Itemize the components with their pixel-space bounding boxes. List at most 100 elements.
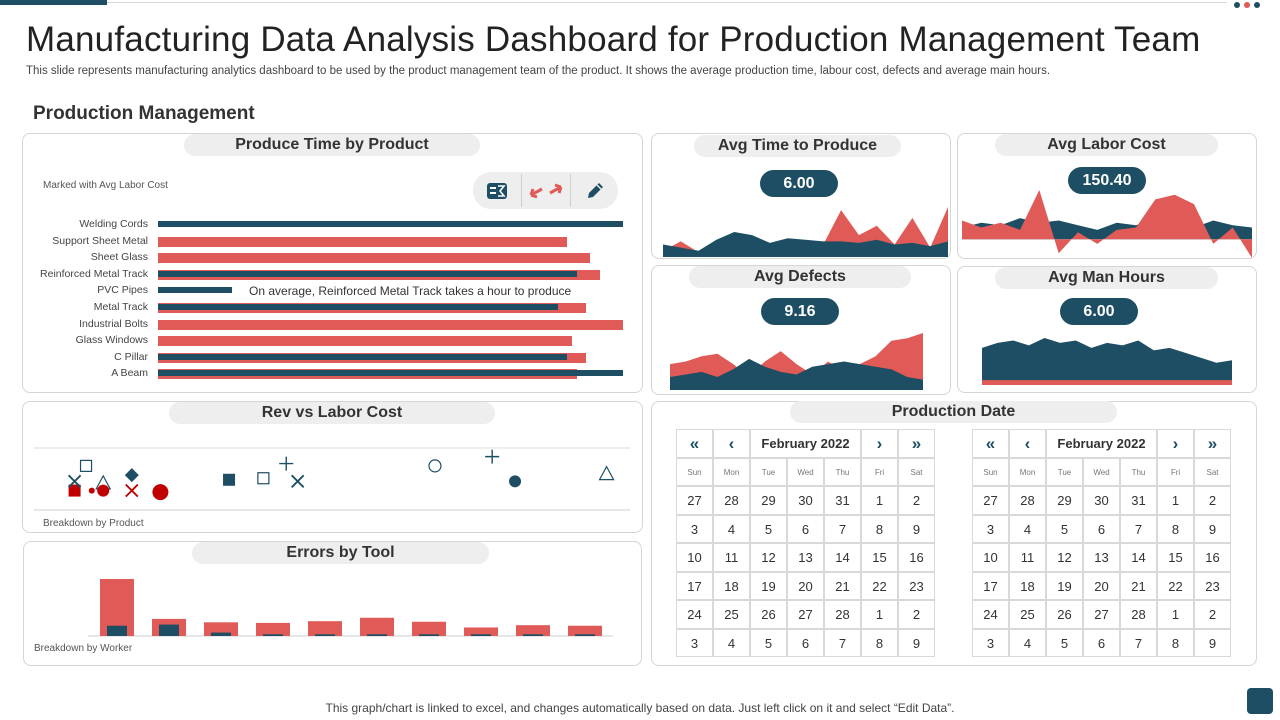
calendar-day[interactable]: 27 [787,600,824,629]
calendar-day[interactable]: 24 [972,600,1009,629]
calendar-day[interactable]: 27 [676,486,713,515]
calendar-day[interactable]: 6 [1083,628,1120,657]
calendar-day[interactable]: 2 [898,486,935,515]
calendar-day[interactable]: 3 [676,514,713,543]
calendar-day[interactable]: 4 [1009,514,1046,543]
calendar-day[interactable]: 27 [1083,600,1120,629]
calendar-day[interactable]: 8 [861,628,898,657]
calendar-day[interactable]: 8 [1157,514,1194,543]
calendar-day[interactable]: 5 [1046,514,1083,543]
last-month-button[interactable]: » [1194,429,1231,458]
calendar-day[interactable]: 23 [1194,571,1231,600]
next-month-button[interactable]: › [1157,429,1194,458]
calendar-day[interactable]: 20 [1083,571,1120,600]
calendar-day[interactable]: 31 [1120,486,1157,515]
first-month-button[interactable]: « [972,429,1009,458]
calendar-day[interactable]: 22 [861,571,898,600]
weekday-header: Thu [1120,457,1157,486]
calendar-day[interactable]: 15 [1157,543,1194,572]
calendar-day[interactable]: 18 [1009,571,1046,600]
calendar-day[interactable]: 15 [861,543,898,572]
calendar-day[interactable]: 2 [898,600,935,629]
calendar-day[interactable]: 9 [898,514,935,543]
calendar-day[interactable]: 1 [861,600,898,629]
calendar-day[interactable]: 30 [1083,486,1120,515]
calendar-day[interactable]: 25 [713,600,750,629]
calendar-day[interactable]: 7 [824,514,861,543]
page-subtitle: This slide represents manufacturing anal… [26,65,1051,77]
next-month-button[interactable]: › [861,429,898,458]
calendar-day[interactable]: 12 [750,543,787,572]
calendar-day[interactable]: 6 [787,514,824,543]
calendar-day[interactable]: 24 [676,600,713,629]
calendar-day[interactable]: 13 [787,543,824,572]
calendar-day[interactable]: 21 [824,571,861,600]
calendar-day[interactable]: 7 [1120,628,1157,657]
calendar-day[interactable]: 10 [676,543,713,572]
calendar-day[interactable]: 13 [1083,543,1120,572]
calendar-day[interactable]: 6 [787,628,824,657]
calendar-day[interactable]: 7 [1120,514,1157,543]
calendar-day[interactable]: 19 [750,571,787,600]
calendar-day[interactable]: 25 [1009,600,1046,629]
calendar-day[interactable]: 14 [1120,543,1157,572]
calendar-day[interactable]: 18 [713,571,750,600]
calendar-day[interactable]: 9 [1194,628,1231,657]
prev-month-button[interactable]: ‹ [713,429,750,458]
first-month-button[interactable]: « [676,429,713,458]
calendar-day[interactable]: 21 [1120,571,1157,600]
calendar-day[interactable]: 8 [861,514,898,543]
calendar-day[interactable]: 2 [1194,486,1231,515]
calendar-day[interactable]: 29 [1046,486,1083,515]
calendar-day[interactable]: 3 [972,628,1009,657]
errors-bar [568,625,602,636]
calendar-day[interactable]: 1 [1157,486,1194,515]
calendar-day[interactable]: 11 [713,543,750,572]
calendar-day[interactable]: 30 [787,486,824,515]
corner-badge [1247,688,1273,714]
calendar-day[interactable]: 10 [972,543,1009,572]
calendar-day[interactable]: 4 [1009,628,1046,657]
last-month-button[interactable]: » [898,429,935,458]
calendar-day[interactable]: 9 [1194,514,1231,543]
calendar-day[interactable]: 1 [861,486,898,515]
calendar-day[interactable]: 6 [1083,514,1120,543]
calendar-day[interactable]: 5 [1046,628,1083,657]
calendar-day[interactable]: 5 [750,628,787,657]
calendar-day[interactable]: 14 [824,543,861,572]
calendar-day[interactable]: 11 [1009,543,1046,572]
calendar-day[interactable]: 26 [750,600,787,629]
calendar-day[interactable]: 31 [824,486,861,515]
calendar-day[interactable]: 4 [713,628,750,657]
calendar-day[interactable]: 28 [713,486,750,515]
swap-arrows-icon[interactable] [522,172,570,209]
calendar-day[interactable]: 29 [750,486,787,515]
calendar-day[interactable]: 27 [972,486,1009,515]
calendar-day[interactable]: 26 [1046,600,1083,629]
formula-icon[interactable] [473,172,521,209]
calendar-day[interactable]: 2 [1194,600,1231,629]
calendar-day[interactable]: 9 [898,628,935,657]
calendar-day[interactable]: 3 [972,514,1009,543]
prev-month-button[interactable]: ‹ [1009,429,1046,458]
calendar-day[interactable]: 28 [1009,486,1046,515]
calendar-day[interactable]: 12 [1046,543,1083,572]
calendar-day[interactable]: 28 [1120,600,1157,629]
calendar-day[interactable]: 20 [787,571,824,600]
calendar-day[interactable]: 19 [1046,571,1083,600]
pencil-icon[interactable] [571,172,619,209]
calendar-day[interactable]: 8 [1157,628,1194,657]
calendar-day[interactable]: 23 [898,571,935,600]
scatter-point [291,474,305,488]
calendar-day[interactable]: 4 [713,514,750,543]
calendar-day[interactable]: 28 [824,600,861,629]
calendar-day[interactable]: 16 [1194,543,1231,572]
calendar-day[interactable]: 17 [676,571,713,600]
calendar-day[interactable]: 16 [898,543,935,572]
calendar-day[interactable]: 17 [972,571,1009,600]
calendar-day[interactable]: 5 [750,514,787,543]
calendar-day[interactable]: 1 [1157,600,1194,629]
calendar-day[interactable]: 3 [676,628,713,657]
calendar-day[interactable]: 22 [1157,571,1194,600]
calendar-day[interactable]: 7 [824,628,861,657]
